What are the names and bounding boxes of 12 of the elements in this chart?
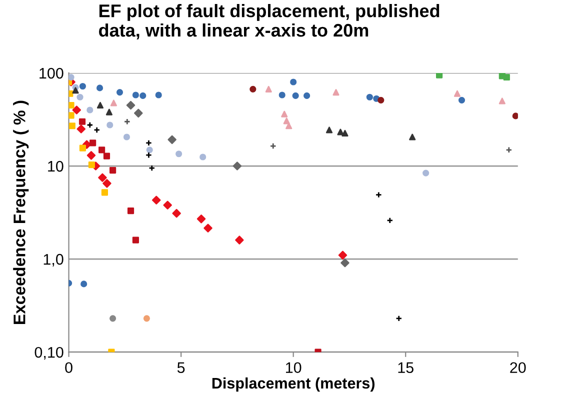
x-tick-label: 10 — [286, 362, 302, 374]
x-tick-label: 0 — [65, 362, 72, 374]
chart-title: EF plot of fault displacement, published data, with a linear x-axis to 20m — [99, 4, 440, 40]
x-tick-label: 5 — [177, 362, 185, 374]
x-tick-label: 15 — [398, 362, 414, 374]
y-tick-label: 100 — [40, 68, 64, 79]
y-tick-label: 1,0 — [44, 254, 64, 267]
y-axis-title: Exceedence Frequency ( % ) — [13, 100, 29, 324]
x-tick-label: 20 — [510, 362, 526, 374]
y-tick-label: 10 — [48, 160, 64, 172]
x-axis-title: Displacement (meters) — [212, 377, 375, 392]
y-tick-label: 0,10 — [34, 346, 64, 360]
